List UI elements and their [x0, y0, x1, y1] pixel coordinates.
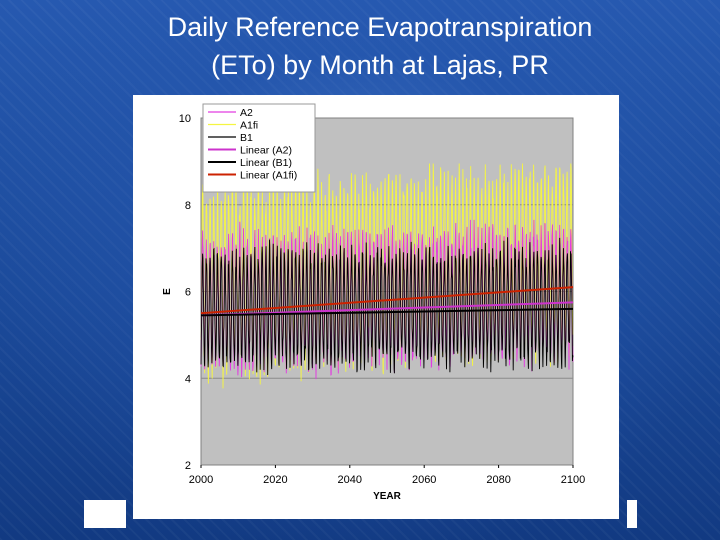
decorative-box-left	[84, 500, 126, 528]
legend-box	[202, 103, 316, 193]
trend-linear-a1fi-line	[200, 286, 574, 315]
y-tick-label: 10	[179, 113, 191, 125]
eto-line-chart: 2 4 6 8 10 2000 2020 2040 2060 2080 2100 YEAR E A2A1…	[162, 103, 585, 502]
y-tick-label: 6	[185, 287, 191, 299]
legend-label: Linear (A1fi)	[240, 170, 297, 182]
slide-title-line2: (ETo) by Month at Lajas, PR	[211, 50, 549, 80]
x-tick-label: 2060	[412, 474, 436, 486]
slide-title-line1: Daily Reference Evapotranspiration	[167, 12, 593, 42]
decorative-box-right	[627, 500, 637, 528]
legend-label: Linear (A2)	[240, 145, 292, 157]
series-b1-line	[200, 237, 574, 376]
legend-label: A1fi	[240, 120, 258, 132]
axes-layer: 2 4 6 8 10 2000 2020 2040 2060 2080 2100 YEAR E	[162, 113, 585, 502]
x-tick-label: 2040	[338, 474, 362, 486]
series-layer	[200, 163, 574, 389]
x-tick-label: 2020	[263, 474, 287, 486]
chart-card: 2 4 6 8 10 2000 2020 2040 2060 2080 2100 YEAR E A2 A1…	[133, 95, 619, 519]
legend-label: Linear (B1)	[240, 157, 292, 169]
trend-linear-b1-line	[200, 307, 574, 317]
y-tick-label: 8	[185, 200, 191, 212]
x-tick-label: 2000	[189, 474, 213, 486]
y-tick-label: 4	[185, 373, 191, 385]
legend-label: A2	[240, 107, 253, 119]
y-tick-label: 2	[185, 460, 191, 472]
legend-label: B1	[240, 132, 253, 144]
x-tick-label: 2100	[561, 474, 585, 486]
slide-title: Daily Reference Evapotranspiration (ETo)…	[60, 8, 700, 84]
x-axis-label: YEAR	[373, 491, 402, 502]
x-tick-label: 2080	[486, 474, 510, 486]
y-axis-label: E	[162, 288, 173, 295]
trend-linear-a2-line	[200, 301, 574, 317]
